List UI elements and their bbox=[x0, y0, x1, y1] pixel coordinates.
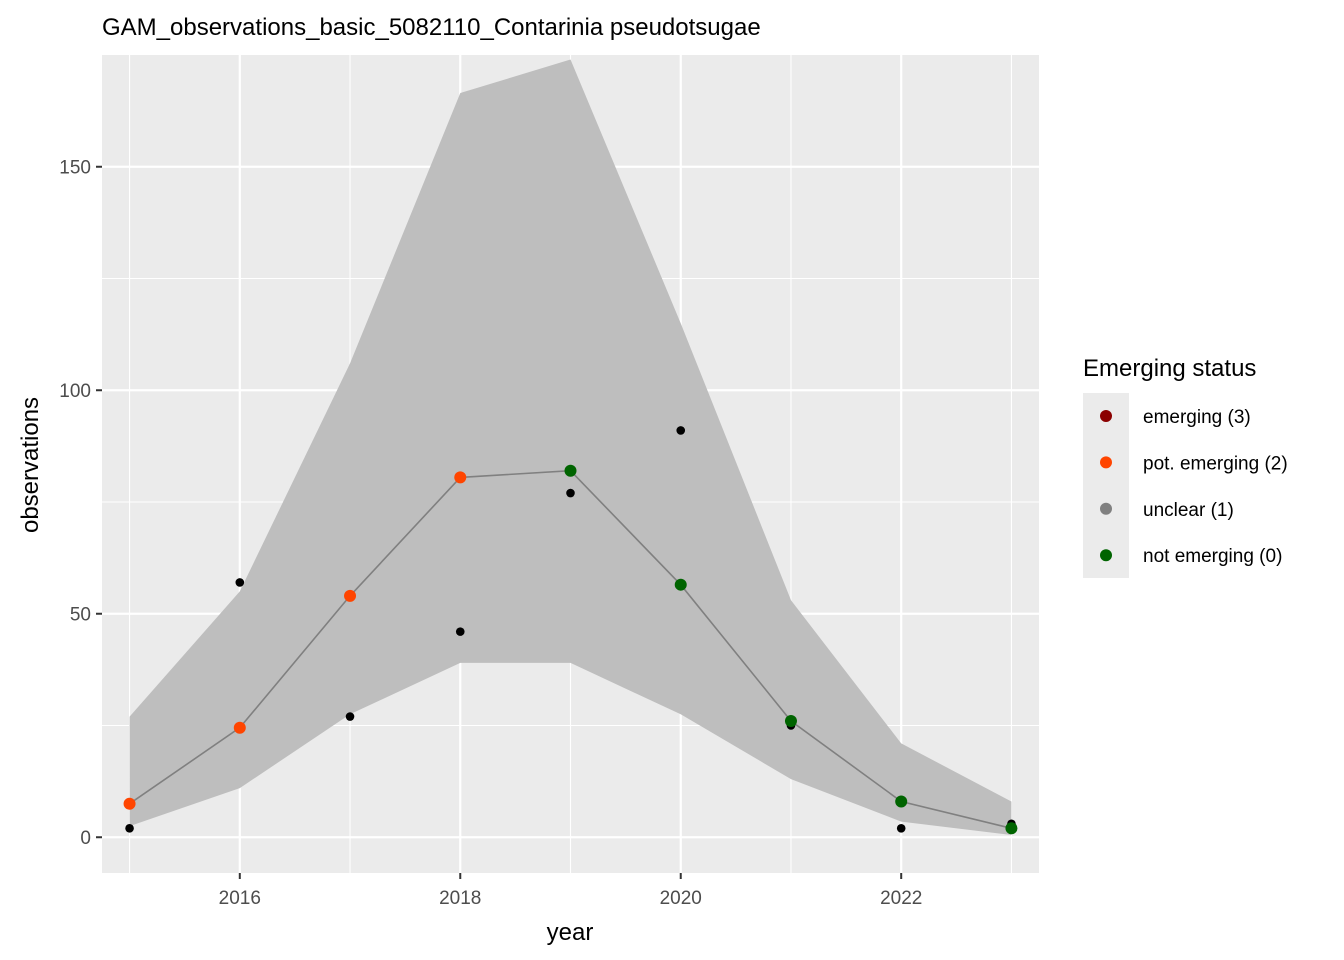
observed-point bbox=[566, 488, 575, 498]
legend-label: not emerging (0) bbox=[1143, 546, 1282, 567]
x-axis-title: year bbox=[547, 919, 594, 946]
legend-label: emerging (3) bbox=[1143, 407, 1251, 428]
x-tick-label: 2018 bbox=[439, 888, 481, 909]
legend-items: emerging (3) pot. emerging (2) unclear (1)… bbox=[1100, 407, 1288, 567]
observed-point bbox=[235, 578, 245, 587]
legend: Emerging status emerging (3) pot. emergin… bbox=[1083, 355, 1288, 578]
observed-point bbox=[896, 824, 906, 833]
legend-key bbox=[1100, 502, 1112, 515]
fitted-point bbox=[344, 589, 357, 602]
confidence-band bbox=[129, 59, 1012, 835]
fitted-point bbox=[895, 795, 908, 808]
y-tick-label: 50 bbox=[70, 605, 91, 626]
legend-key bbox=[1100, 410, 1112, 422]
x-tick-label: 2022 bbox=[880, 888, 922, 909]
fitted-point bbox=[1005, 822, 1018, 835]
observed-point bbox=[676, 426, 686, 435]
fitted-point bbox=[674, 578, 687, 591]
fitted-point bbox=[564, 464, 577, 477]
fitted-point bbox=[233, 721, 246, 734]
y-axis-title: observations bbox=[17, 397, 44, 533]
fitted-point bbox=[784, 715, 797, 728]
legend-label: pot. emerging (2) bbox=[1143, 453, 1288, 474]
x-axis: 2016 2018 2020 2022 bbox=[219, 873, 922, 909]
x-tick-label: 2020 bbox=[660, 888, 702, 909]
legend-key bbox=[1100, 456, 1112, 469]
x-tick-label: 2016 bbox=[219, 888, 261, 909]
observed-point bbox=[455, 627, 465, 636]
y-tick-label: 100 bbox=[59, 381, 91, 402]
legend-label: unclear (1) bbox=[1143, 500, 1234, 521]
y-tick-label: 150 bbox=[59, 158, 91, 179]
fitted-points bbox=[123, 464, 1018, 835]
chart-title: GAM_observations_basic_5082110_Contarini… bbox=[102, 14, 761, 41]
y-tick-label: 0 bbox=[80, 828, 91, 849]
observed-point bbox=[345, 712, 355, 721]
legend-title: Emerging status bbox=[1083, 355, 1256, 382]
fitted-point bbox=[454, 471, 467, 484]
fitted-point bbox=[123, 797, 136, 810]
observed-point bbox=[125, 824, 134, 833]
observed-points bbox=[125, 426, 1016, 833]
legend-key bbox=[1100, 549, 1112, 562]
legend-key-background bbox=[1083, 393, 1129, 578]
y-axis: 0 50 100 150 bbox=[59, 158, 102, 849]
